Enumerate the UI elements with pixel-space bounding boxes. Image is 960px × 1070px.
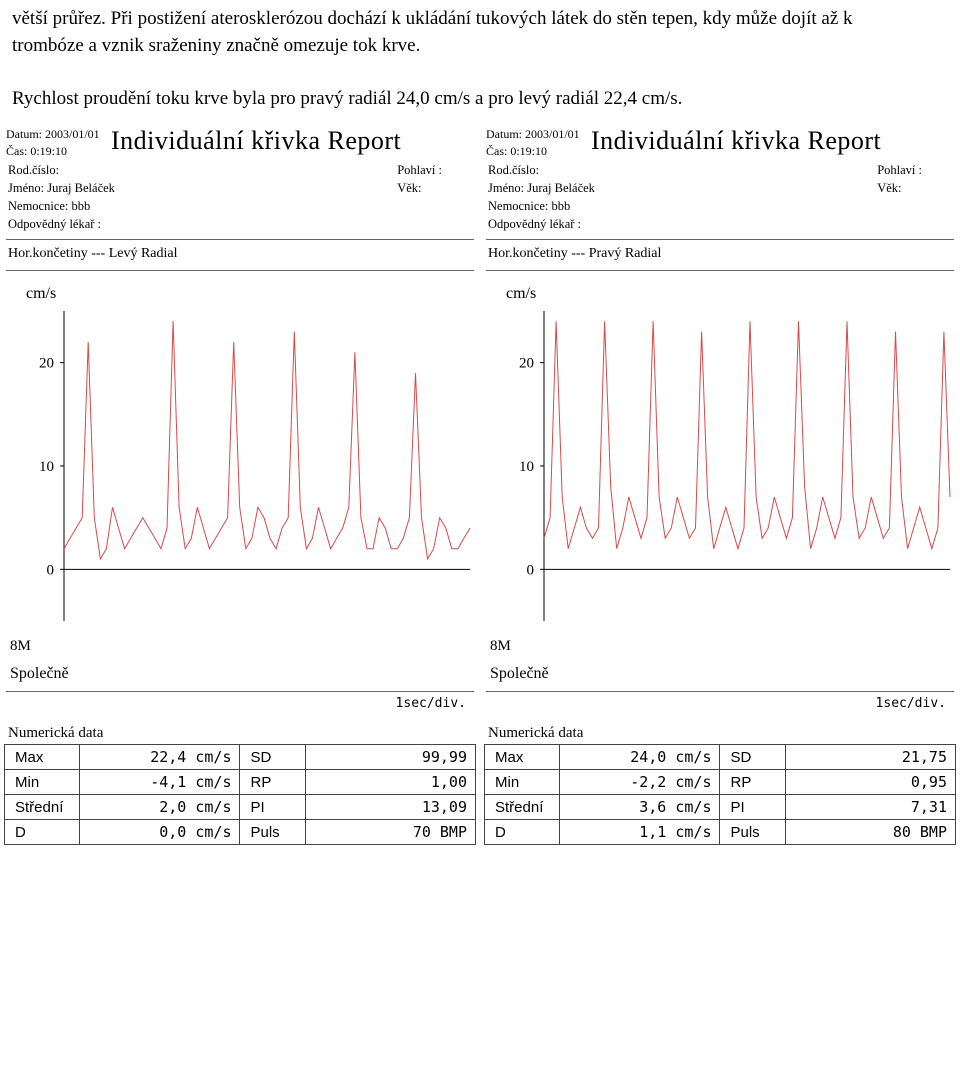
cell-value: 21,75 — [786, 745, 956, 770]
table-row: Max 22,4 cm/s SD 99,99 — [5, 745, 476, 770]
cell-label: D — [5, 820, 80, 845]
report-meta: Rod.číslo: Jméno: Juraj Beláček Nemocnic… — [4, 159, 476, 240]
svg-text:20: 20 — [519, 356, 534, 372]
cell-value: 3,6 cm/s — [560, 795, 720, 820]
y-axis-unit: cm/s — [506, 285, 536, 303]
cell-label: RP — [720, 770, 786, 795]
table-row: D 1,1 cm/s Puls 80 BMP — [485, 820, 956, 845]
meta-pohlavi: Pohlaví : — [877, 161, 922, 179]
cell-value: 2,0 cm/s — [80, 795, 240, 820]
cell-value: 7,31 — [786, 795, 956, 820]
table-row: Střední 3,6 cm/s PI 7,31 — [485, 795, 956, 820]
meta-nemocnice: Nemocnice: bbb — [488, 197, 595, 215]
report-datetime: Datum: 2003/01/01 Čas: 0:19:10 — [6, 126, 101, 158]
numeric-data-header: Numerická data — [4, 721, 476, 744]
cell-value: 99,99 — [306, 745, 476, 770]
cell-value: -2,2 cm/s — [560, 770, 720, 795]
x-scale-label: 1sec/div. — [4, 692, 476, 721]
report-meta: Rod.číslo: Jméno: Juraj Beláček Nemocnic… — [484, 159, 956, 240]
meta-rod: Rod.číslo: — [488, 161, 595, 179]
numeric-data-header: Numerická data — [484, 721, 956, 744]
cell-label: RP — [240, 770, 306, 795]
cell-label: Puls — [720, 820, 786, 845]
cell-label: Střední — [5, 795, 80, 820]
label-spolecne: Společně — [10, 665, 69, 683]
paragraph-1: větší průřez. Při postižení ateroskleróz… — [12, 8, 853, 56]
report-title: Individuální křivka Report — [591, 126, 954, 156]
svg-text:20: 20 — [39, 356, 54, 372]
cell-value: 0,95 — [786, 770, 956, 795]
table-row: Střední 2,0 cm/s PI 13,09 — [5, 795, 476, 820]
svg-text:10: 10 — [39, 459, 54, 475]
report-title: Individuální křivka Report — [111, 126, 474, 156]
cell-label: Max — [5, 745, 80, 770]
report-header: Datum: 2003/01/01 Čas: 0:19:10 Individuá… — [484, 122, 956, 158]
cell-label: PI — [240, 795, 306, 820]
cell-value: 13,09 — [306, 795, 476, 820]
cell-label: Min — [485, 770, 560, 795]
table-row: Max 24,0 cm/s SD 21,75 — [485, 745, 956, 770]
cell-value: -4,1 cm/s — [80, 770, 240, 795]
numeric-data-table: Max 24,0 cm/s SD 21,75Min -2,2 cm/s RP 0… — [484, 744, 956, 845]
section-label: Hor.končetiny --- Pravý Radial — [484, 240, 956, 270]
cell-value: 22,4 cm/s — [80, 745, 240, 770]
report-left: Datum: 2003/01/01 Čas: 0:19:10 Individuá… — [0, 122, 480, 845]
table-row: Min -2,2 cm/s RP 0,95 — [485, 770, 956, 795]
report-datetime: Datum: 2003/01/01 Čas: 0:19:10 — [486, 126, 581, 158]
meta-lekar: Odpovědný lékař : — [8, 215, 115, 233]
meta-lekar: Odpovědný lékař : — [488, 215, 595, 233]
label-8m: 8M — [490, 638, 511, 655]
cell-label: SD — [240, 745, 306, 770]
cell-label: Max — [485, 745, 560, 770]
label-8m: 8M — [10, 638, 31, 655]
svg-text:0: 0 — [47, 563, 55, 579]
cell-label: Střední — [485, 795, 560, 820]
cell-label: Min — [5, 770, 80, 795]
meta-nemocnice: Nemocnice: bbb — [8, 197, 115, 215]
waveform-chart: 0 10 20 cm/s 8M Společně — [6, 271, 474, 691]
y-axis-unit: cm/s — [26, 285, 56, 303]
waveform-chart: 0 10 20 cm/s 8M Společně — [486, 271, 954, 691]
meta-vek: Věk: — [877, 179, 922, 197]
cell-value: 24,0 cm/s — [560, 745, 720, 770]
cell-label: PI — [720, 795, 786, 820]
label-spolecne: Společně — [490, 665, 549, 683]
report-header: Datum: 2003/01/01 Čas: 0:19:10 Individuá… — [4, 122, 476, 158]
table-row: Min -4,1 cm/s RP 1,00 — [5, 770, 476, 795]
cell-value: 1,00 — [306, 770, 476, 795]
cell-label: D — [485, 820, 560, 845]
paragraph-2: Rychlost proudění toku krve byla pro pra… — [12, 88, 682, 109]
svg-text:0: 0 — [527, 563, 535, 579]
cell-value: 1,1 cm/s — [560, 820, 720, 845]
section-label: Hor.končetiny --- Levý Radial — [4, 240, 476, 270]
cell-value: 80 BMP — [786, 820, 956, 845]
numeric-data-table: Max 22,4 cm/s SD 99,99Min -4,1 cm/s RP 1… — [4, 744, 476, 845]
cell-label: Puls — [240, 820, 306, 845]
intro-text: větší průřez. Při postižení ateroskleróz… — [0, 0, 960, 122]
meta-pohlavi: Pohlaví : — [397, 161, 442, 179]
x-scale-label: 1sec/div. — [484, 692, 956, 721]
cell-label: SD — [720, 745, 786, 770]
meta-jmeno: Jméno: Juraj Beláček — [8, 179, 115, 197]
table-row: D 0,0 cm/s Puls 70 BMP — [5, 820, 476, 845]
svg-text:10: 10 — [519, 459, 534, 475]
meta-jmeno: Jméno: Juraj Beláček — [488, 179, 595, 197]
cell-value: 70 BMP — [306, 820, 476, 845]
report-right: Datum: 2003/01/01 Čas: 0:19:10 Individuá… — [480, 122, 960, 845]
cell-value: 0,0 cm/s — [80, 820, 240, 845]
meta-vek: Věk: — [397, 179, 442, 197]
meta-rod: Rod.číslo: — [8, 161, 115, 179]
